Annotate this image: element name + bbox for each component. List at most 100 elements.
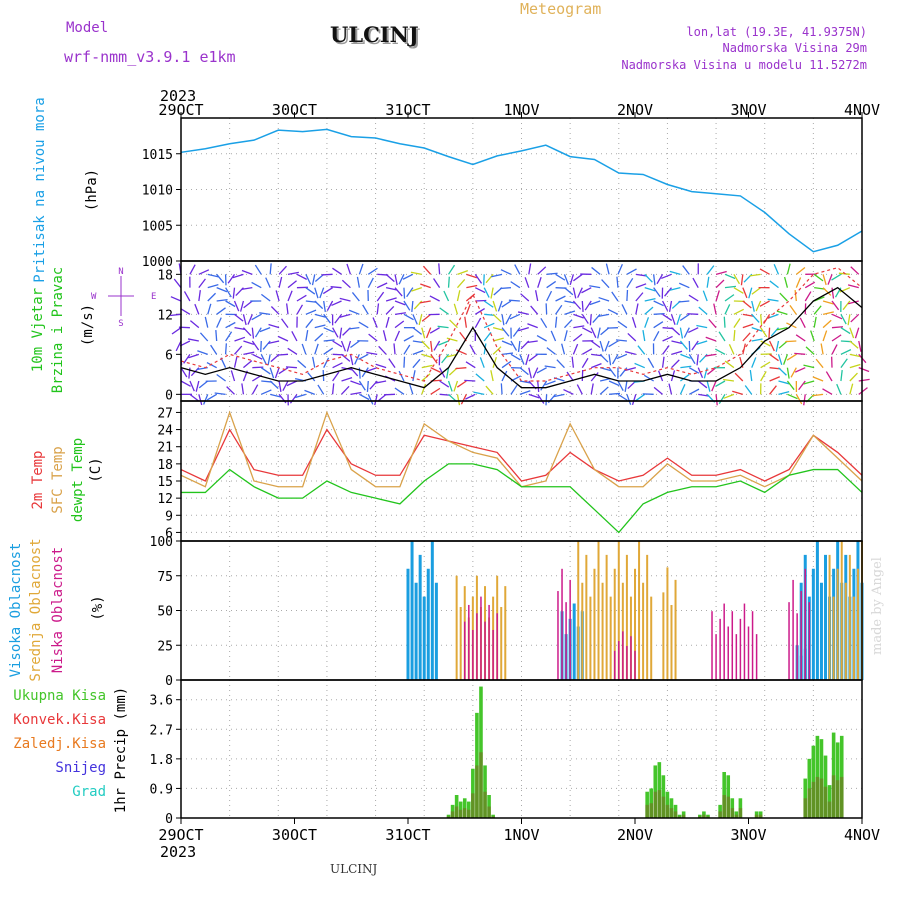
precip-conv-bar	[706, 816, 710, 818]
wind-arrow	[718, 331, 726, 342]
wind-arrow	[207, 292, 217, 302]
wind-arrow	[722, 378, 734, 382]
wind-arrow	[564, 287, 574, 296]
wind-arrow	[430, 340, 433, 352]
wind-arrow	[394, 387, 405, 395]
wind-arrow	[398, 370, 405, 382]
wind-arrow	[225, 321, 236, 329]
wind-arrow	[822, 274, 827, 286]
wind-arrow	[369, 380, 378, 390]
wind-arrow	[314, 333, 324, 342]
wind-arrow	[202, 394, 209, 405]
wind-arrow	[326, 300, 334, 311]
wind-arrow	[715, 290, 720, 302]
wind-arrow	[207, 284, 219, 289]
wind-arrow	[616, 353, 628, 360]
wind-arrow	[198, 269, 210, 275]
wind-arrow	[394, 274, 398, 286]
x-label-top: 4NOV	[844, 101, 880, 119]
precip-conv-bar	[462, 808, 467, 818]
wind-arrow	[233, 300, 240, 312]
wind-arrow	[546, 290, 553, 302]
wind-arrow	[724, 294, 735, 302]
wind-arrow	[270, 393, 282, 398]
wind-arrow	[696, 324, 708, 329]
wind-arrow	[234, 313, 244, 322]
wind-arrow	[769, 376, 780, 382]
wind-arrow	[180, 367, 188, 378]
wind-arrow	[635, 273, 647, 277]
wind-arrow	[216, 287, 228, 293]
wind-arrow	[500, 383, 503, 395]
precip-legend-2: Zaledj.Kisa	[13, 736, 106, 752]
wind-arrow	[590, 383, 594, 395]
precip-conv-bar	[803, 798, 808, 818]
wind-arrow	[265, 277, 271, 288]
wind-arrow	[724, 360, 735, 369]
wind-arrow	[225, 300, 236, 308]
wind-arrow	[537, 266, 547, 275]
wind-arrow	[573, 313, 584, 319]
wind-arrow	[536, 335, 547, 342]
wind-arrow	[332, 371, 340, 382]
wind-arrow	[854, 327, 860, 339]
y-tick-label: 25	[157, 639, 173, 654]
wind-arrow	[689, 388, 700, 395]
wind-arrow	[368, 333, 378, 342]
wind-arrow	[787, 393, 798, 400]
wind-arrow	[412, 349, 424, 355]
wind-arrow	[227, 273, 236, 284]
y-tick-label: 2.7	[150, 723, 173, 738]
wind-arrow	[759, 300, 770, 307]
wind-arrow	[608, 367, 617, 377]
wind-arrow	[571, 356, 575, 368]
y-tick-label: 75	[157, 570, 173, 585]
wind-arrow	[242, 314, 247, 326]
wind-arrow	[794, 352, 806, 355]
wind-arrow	[169, 313, 182, 317]
wind-arrow	[831, 313, 843, 320]
wind-arrow	[475, 287, 486, 294]
wind-arrow	[715, 279, 725, 289]
wind-arrow	[393, 343, 396, 355]
wind-arrow	[348, 327, 360, 330]
wind-arrow	[269, 367, 275, 379]
wind-arrow	[733, 329, 736, 342]
precip-conv-bar	[657, 790, 662, 818]
wind-arrow	[682, 265, 690, 275]
wind-arrow	[728, 344, 735, 355]
wind-arrow	[483, 331, 492, 342]
wind-arrow	[563, 330, 568, 342]
x-label-bottom: 1NOV	[503, 826, 539, 844]
wind-side-label-2: Brzina i Pravac	[50, 267, 66, 393]
wind-arrow	[696, 354, 699, 366]
wind-arrow	[374, 394, 378, 406]
wind-arrow	[194, 303, 200, 315]
wind-arrow	[631, 316, 637, 328]
wind-arrow	[569, 274, 575, 286]
wind-arrow	[500, 269, 512, 275]
wind-arrow	[411, 300, 414, 313]
wind-arrow	[742, 343, 746, 355]
wind-arrow	[275, 290, 280, 302]
wind-arrow	[751, 287, 762, 295]
wind-arrow	[678, 300, 690, 303]
wind-arrow	[464, 316, 468, 328]
wind-arrow	[661, 300, 669, 312]
wind-arrow	[243, 360, 253, 369]
wind-arrow	[804, 291, 812, 302]
wind-arrow	[601, 279, 610, 289]
wind-arrow	[510, 281, 521, 289]
wind-arrow	[760, 327, 768, 338]
precip-conv-bar	[827, 801, 832, 818]
wind-arrow	[285, 303, 289, 315]
wind-arrow	[453, 303, 459, 315]
wind-arrow	[840, 369, 843, 382]
wind-arrow	[524, 277, 530, 288]
wind-arrow	[604, 340, 610, 352]
wind-arrow	[206, 361, 217, 369]
wind-arrow	[367, 267, 378, 275]
wind-arrow	[611, 354, 619, 365]
wind-arrow	[590, 363, 602, 369]
precip-legend-4: Grad	[72, 784, 106, 800]
